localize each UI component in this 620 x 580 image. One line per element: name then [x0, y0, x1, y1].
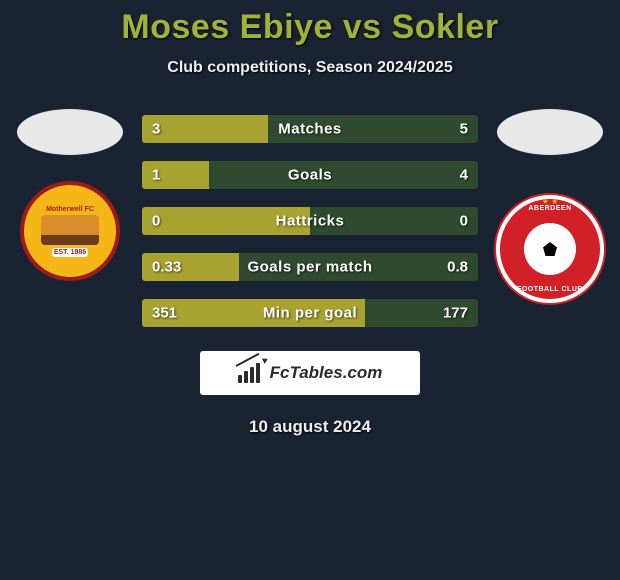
- stat-left-value: 351: [152, 305, 177, 322]
- stat-row: 0.33 0.8 Goals per match: [142, 253, 478, 281]
- date-label: 10 august 2024: [0, 417, 620, 437]
- stat-right-value: 4: [460, 167, 468, 184]
- stat-label: Goals: [288, 167, 332, 184]
- stat-left-value: 0.33: [152, 259, 181, 276]
- stat-label: Hattricks: [276, 213, 345, 230]
- right-player-column: ★ ★ ABERDEEN FOOTBALL CLUB: [490, 115, 610, 303]
- left-player-photo: [17, 109, 123, 155]
- stat-right-value: 5: [460, 121, 468, 138]
- left-player-column: Motherwell FC EST. 1886: [10, 115, 130, 281]
- comparison-panel: Motherwell FC EST. 1886 3 5 Matches 1 4 Goals…: [0, 115, 620, 327]
- left-team-crest: Motherwell FC EST. 1886: [20, 181, 120, 281]
- stat-left-value: 0: [152, 213, 160, 230]
- right-team-name-bot: FOOTBALL CLUB: [500, 286, 600, 293]
- stat-label: Min per goal: [263, 305, 357, 322]
- stat-right-value: 0.8: [447, 259, 468, 276]
- crest-ball-icon: [518, 217, 582, 281]
- crest-scene-icon: [41, 215, 99, 245]
- right-team-crest: ★ ★ ABERDEEN FOOTBALL CLUB: [496, 195, 604, 303]
- bar-chart-icon: [238, 363, 264, 383]
- left-team-est: EST. 1886: [52, 248, 88, 257]
- stat-label: Goals per match: [247, 259, 372, 276]
- left-team-name: Motherwell FC: [46, 206, 94, 213]
- stat-right-value: 0: [460, 213, 468, 230]
- stat-row: 1 4 Goals: [142, 161, 478, 189]
- brand-badge[interactable]: FcTables.com: [200, 351, 420, 395]
- brand-text: FcTables.com: [270, 363, 383, 383]
- stat-row: 0 0 Hattricks: [142, 207, 478, 235]
- subtitle: Club competitions, Season 2024/2025: [0, 59, 620, 77]
- stat-bars: 3 5 Matches 1 4 Goals 0 0 Hattricks 0.33 0.8 Goals …: [130, 115, 490, 327]
- stat-row: 351 177 Min per goal: [142, 299, 478, 327]
- stat-right-value: 177: [443, 305, 468, 322]
- page-title: Moses Ebiye vs Sokler: [0, 8, 620, 47]
- stat-left-value: 1: [152, 167, 160, 184]
- stat-label: Matches: [278, 121, 342, 138]
- stat-row: 3 5 Matches: [142, 115, 478, 143]
- right-player-photo: [497, 109, 603, 155]
- stat-bar-left: [142, 115, 268, 143]
- stat-bar-right: [209, 161, 478, 189]
- right-team-name-top: ABERDEEN: [500, 205, 600, 212]
- stat-left-value: 3: [152, 121, 160, 138]
